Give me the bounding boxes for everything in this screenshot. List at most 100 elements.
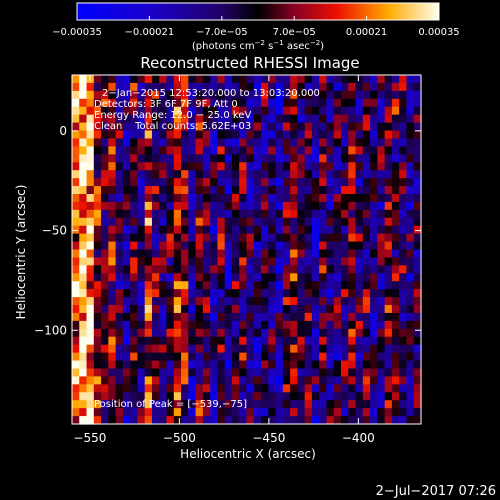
heatmap-cell [304,178,313,187]
heatmap-cell [246,98,255,108]
heatmap-cell [341,106,349,116]
heatmap-cell [210,320,219,330]
heatmap-cell [159,233,168,243]
heatmap-cell [311,336,320,346]
heatmap-cell [377,106,386,116]
heatmap-cell [333,90,342,100]
heatmap-cell [86,201,95,211]
heatmap-cell [122,328,131,338]
heatmap-cell [282,281,291,290]
heatmap-cell [173,146,182,155]
heatmap-cell [231,368,240,378]
heatmap-cell [93,281,102,290]
heatmap-cell [137,416,146,425]
heatmap-cell [188,416,197,425]
heatmap-cell [137,312,146,322]
heatmap-cell [290,178,298,187]
heatmap-cell [188,75,197,84]
heatmap-cell [166,122,175,132]
heatmap-cell [261,289,269,298]
heatmap-cell [166,114,175,124]
heatmap-cell [362,368,371,378]
heatmap-cell [297,170,306,179]
heatmap-cell [341,186,349,195]
heatmap-cell [159,344,168,354]
heatmap-cell [297,193,306,203]
heatmap-cell [202,305,211,314]
heatmap-cell [122,154,131,163]
heatmap-cell [159,416,168,425]
heatmap-cell [319,241,328,251]
heatmap-cell [413,360,422,370]
heatmap-cell [297,201,306,211]
heatmap-cell [195,170,204,179]
heatmap-cell [195,98,204,108]
heatmap-cell [297,82,306,92]
heatmap-cell [181,360,189,370]
heatmap-cell [166,90,175,100]
heatmap-cell [406,178,415,187]
heatmap-cell [326,408,335,417]
heatmap-cell [188,90,197,100]
heatmap-cell [115,106,124,116]
heatmap-cell [86,281,95,290]
heatmap-cell [86,75,95,84]
heatmap-cell [231,408,240,417]
heatmap-cell [159,305,168,314]
heatmap-cell [297,416,306,425]
heatmap-cell [406,257,415,266]
heatmap-cell [224,328,233,338]
heatmap-cell [217,193,226,203]
heatmap-cell [202,106,211,116]
heatmap-cell [122,392,131,401]
heatmap-cell [108,233,117,243]
heatmap-cell [173,416,182,425]
heatmap-cell [195,384,204,393]
heatmap-cell [326,320,335,330]
heatmap-cell [166,130,175,140]
heatmap-cell [231,154,240,163]
heatmap-cell [377,289,386,298]
heatmap-cell [282,257,291,266]
heatmap-cell [224,82,233,92]
heatmap-cell [413,209,422,219]
heatmap-cell [188,400,197,409]
heatmap-cell [72,90,80,100]
heatmap-cell [370,138,378,147]
heatmap-cell [93,201,102,211]
heatmap-cell [384,114,393,124]
heatmap-cell [406,320,415,330]
heatmap-cell [319,312,328,322]
heatmap-cell [246,233,255,243]
heatmap-cell [188,178,197,187]
heatmap-cell [355,138,364,147]
heatmap-cell [151,170,160,179]
heatmap-cell [275,336,284,346]
heatmap-cell [399,209,408,219]
heatmap-cell [72,193,80,203]
heatmap-cell [406,297,415,306]
heatmap-cell [370,289,378,298]
heatmap-cell [166,352,175,362]
heatmap-cell [195,400,204,409]
chart-title: Reconstructed RHESSI Image [140,54,359,72]
heatmap-cell [181,138,189,147]
heatmap-cell [144,297,153,306]
heatmap-cell [130,90,139,100]
heatmap-cell [384,193,393,203]
heatmap-cell [355,320,364,330]
heatmap-cell [268,106,277,116]
heatmap-cell [253,186,262,195]
heatmap-cell [290,328,298,338]
heatmap-cell [130,376,139,385]
heatmap-cell [290,336,298,346]
heatmap-cell [413,273,422,282]
heatmap-cell [261,130,269,140]
heatmap-cell [391,114,400,124]
heatmap-cell [275,297,284,306]
heatmap-cell [348,146,357,155]
heatmap-cell [122,416,131,425]
heatmap-cell [275,162,284,171]
heatmap-cell [108,201,117,211]
heatmap-cell [246,82,255,92]
